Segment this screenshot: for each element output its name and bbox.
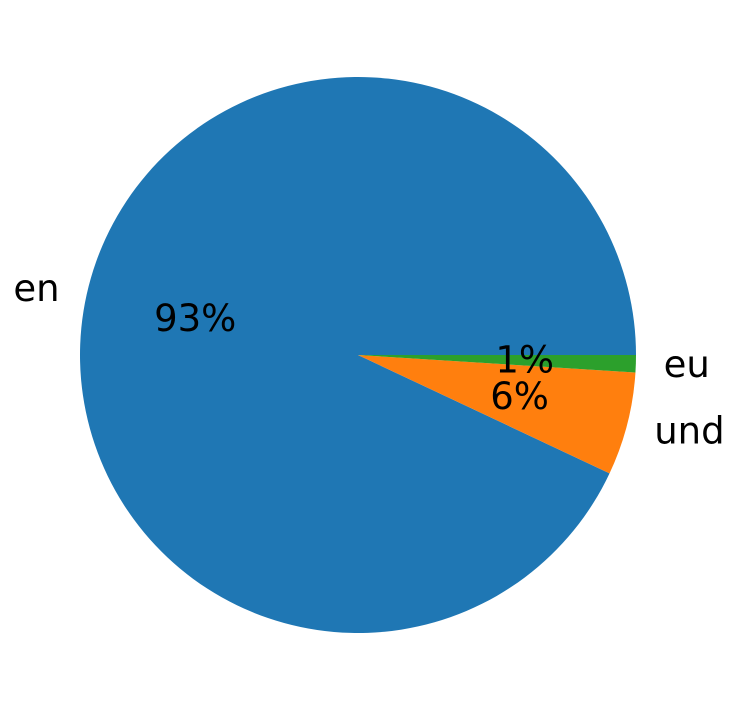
pie-slice-eu <box>358 355 636 373</box>
pie-label-eu: eu <box>664 343 710 386</box>
pie-slice-und <box>358 355 636 474</box>
pie-pct-eu: 1% <box>495 339 554 382</box>
pie-label-en: en <box>13 267 59 310</box>
pie-slice-en <box>80 76 636 633</box>
pie-label-und: und <box>654 410 724 453</box>
pie-pct-und: 6% <box>490 375 549 418</box>
pie-pct-en: 93% <box>154 297 236 340</box>
